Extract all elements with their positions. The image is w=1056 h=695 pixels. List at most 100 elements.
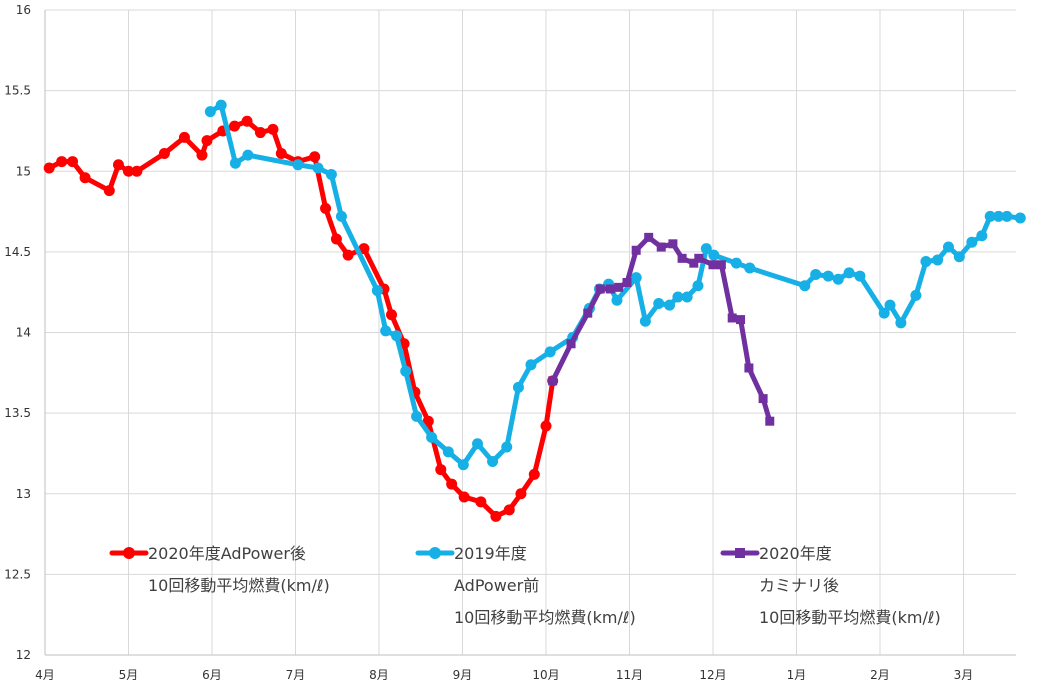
legend-swatch-marker	[123, 547, 135, 559]
data-point	[692, 280, 704, 292]
data-point	[993, 210, 1005, 222]
y-tick-label: 13	[16, 487, 31, 501]
series-2	[548, 232, 775, 426]
data-point	[953, 251, 965, 263]
legend-label: 10回移動平均燃費(km/ℓ)	[454, 608, 636, 627]
data-point	[178, 131, 190, 143]
data-point	[123, 165, 134, 177]
x-tick-label: 1月	[787, 668, 807, 682]
data-point	[215, 99, 227, 111]
data-point	[765, 416, 775, 426]
data-point	[312, 162, 324, 174]
data-point	[67, 156, 79, 168]
data-point	[490, 510, 502, 522]
legend-label: 10回移動平均燃費(km/ℓ)	[148, 576, 330, 595]
data-point	[330, 233, 342, 245]
data-point	[229, 120, 241, 132]
data-point	[716, 260, 726, 270]
data-point	[358, 243, 370, 255]
data-point	[694, 253, 704, 263]
data-point	[325, 168, 337, 180]
data-point	[267, 123, 279, 135]
data-point	[241, 115, 253, 127]
data-point	[878, 307, 890, 319]
data-point	[196, 149, 208, 161]
data-point	[966, 236, 978, 248]
data-point	[708, 260, 718, 270]
data-point	[700, 243, 712, 255]
data-point	[112, 159, 124, 171]
data-point	[884, 299, 896, 311]
legend-label: 2019年度	[454, 544, 527, 563]
x-tick-label: 5月	[119, 668, 139, 682]
series-layer	[43, 99, 1026, 522]
x-tick-label: 9月	[453, 668, 473, 682]
series-line	[207, 102, 1023, 468]
data-point	[727, 313, 737, 323]
data-point	[458, 491, 470, 503]
series-0	[43, 115, 559, 522]
data-point	[1014, 212, 1026, 224]
data-point	[822, 270, 834, 282]
data-point	[932, 254, 944, 266]
data-point	[689, 258, 699, 268]
data-point	[201, 135, 213, 147]
data-point	[512, 381, 524, 393]
data-point	[158, 148, 170, 160]
data-point	[736, 315, 746, 325]
data-point	[1001, 210, 1013, 222]
data-point	[487, 456, 499, 467]
series-1	[204, 99, 1026, 471]
data-point	[614, 282, 624, 292]
data-point	[446, 478, 458, 490]
data-point	[622, 278, 632, 288]
axes: 12 12.5 13 13.5 14 14.5 15 15.5 16 4月 5月 6月 7月 8月 9月 10…	[4, 3, 1016, 682]
data-point	[472, 438, 484, 450]
x-tick-label: 3月	[954, 668, 974, 682]
data-point	[672, 291, 684, 303]
data-point	[653, 297, 665, 309]
data-point	[371, 285, 383, 297]
legend-label: 2020年度	[759, 544, 832, 563]
data-point	[984, 210, 996, 222]
data-point	[320, 202, 332, 214]
data-point	[664, 299, 676, 311]
data-point	[229, 157, 241, 169]
y-tick-label: 14	[16, 326, 31, 340]
data-point	[920, 256, 932, 268]
data-point	[435, 464, 447, 476]
data-point	[744, 363, 754, 373]
data-point	[426, 431, 438, 443]
data-point	[254, 127, 266, 139]
y-tick-label: 15.5	[4, 84, 31, 98]
data-point	[976, 230, 988, 242]
data-point	[43, 162, 55, 174]
data-point	[639, 315, 651, 327]
legend-item: 2020年度AdPower後 10回移動平均燃費(km/ℓ)	[109, 544, 330, 595]
data-point	[799, 280, 811, 292]
data-point	[656, 242, 666, 252]
legend-label: 2020年度AdPower後	[148, 544, 306, 563]
data-point	[292, 159, 304, 171]
x-tick-label: 6月	[202, 668, 222, 682]
data-point	[528, 468, 540, 480]
legend-item: 2019年度 AdPower前 10回移動平均燃費(km/ℓ)	[415, 544, 636, 627]
data-point	[391, 330, 403, 342]
data-point	[103, 185, 115, 197]
legend: 2020年度AdPower後 10回移動平均燃費(km/ℓ) 2019年度 AdPow…	[109, 544, 941, 627]
y-tick-label: 13.5	[4, 406, 31, 420]
data-point	[854, 270, 866, 282]
x-tick-label: 11月	[616, 668, 643, 682]
data-point	[457, 459, 469, 471]
y-tick-label: 16	[16, 3, 31, 17]
x-tick-label: 4月	[35, 668, 55, 682]
data-point	[79, 172, 91, 184]
data-point	[131, 165, 143, 177]
data-point	[544, 346, 556, 358]
data-point	[275, 148, 287, 160]
y-tick-label: 12	[16, 648, 31, 662]
data-point	[540, 420, 552, 432]
data-point	[583, 308, 593, 318]
data-point	[342, 249, 354, 261]
